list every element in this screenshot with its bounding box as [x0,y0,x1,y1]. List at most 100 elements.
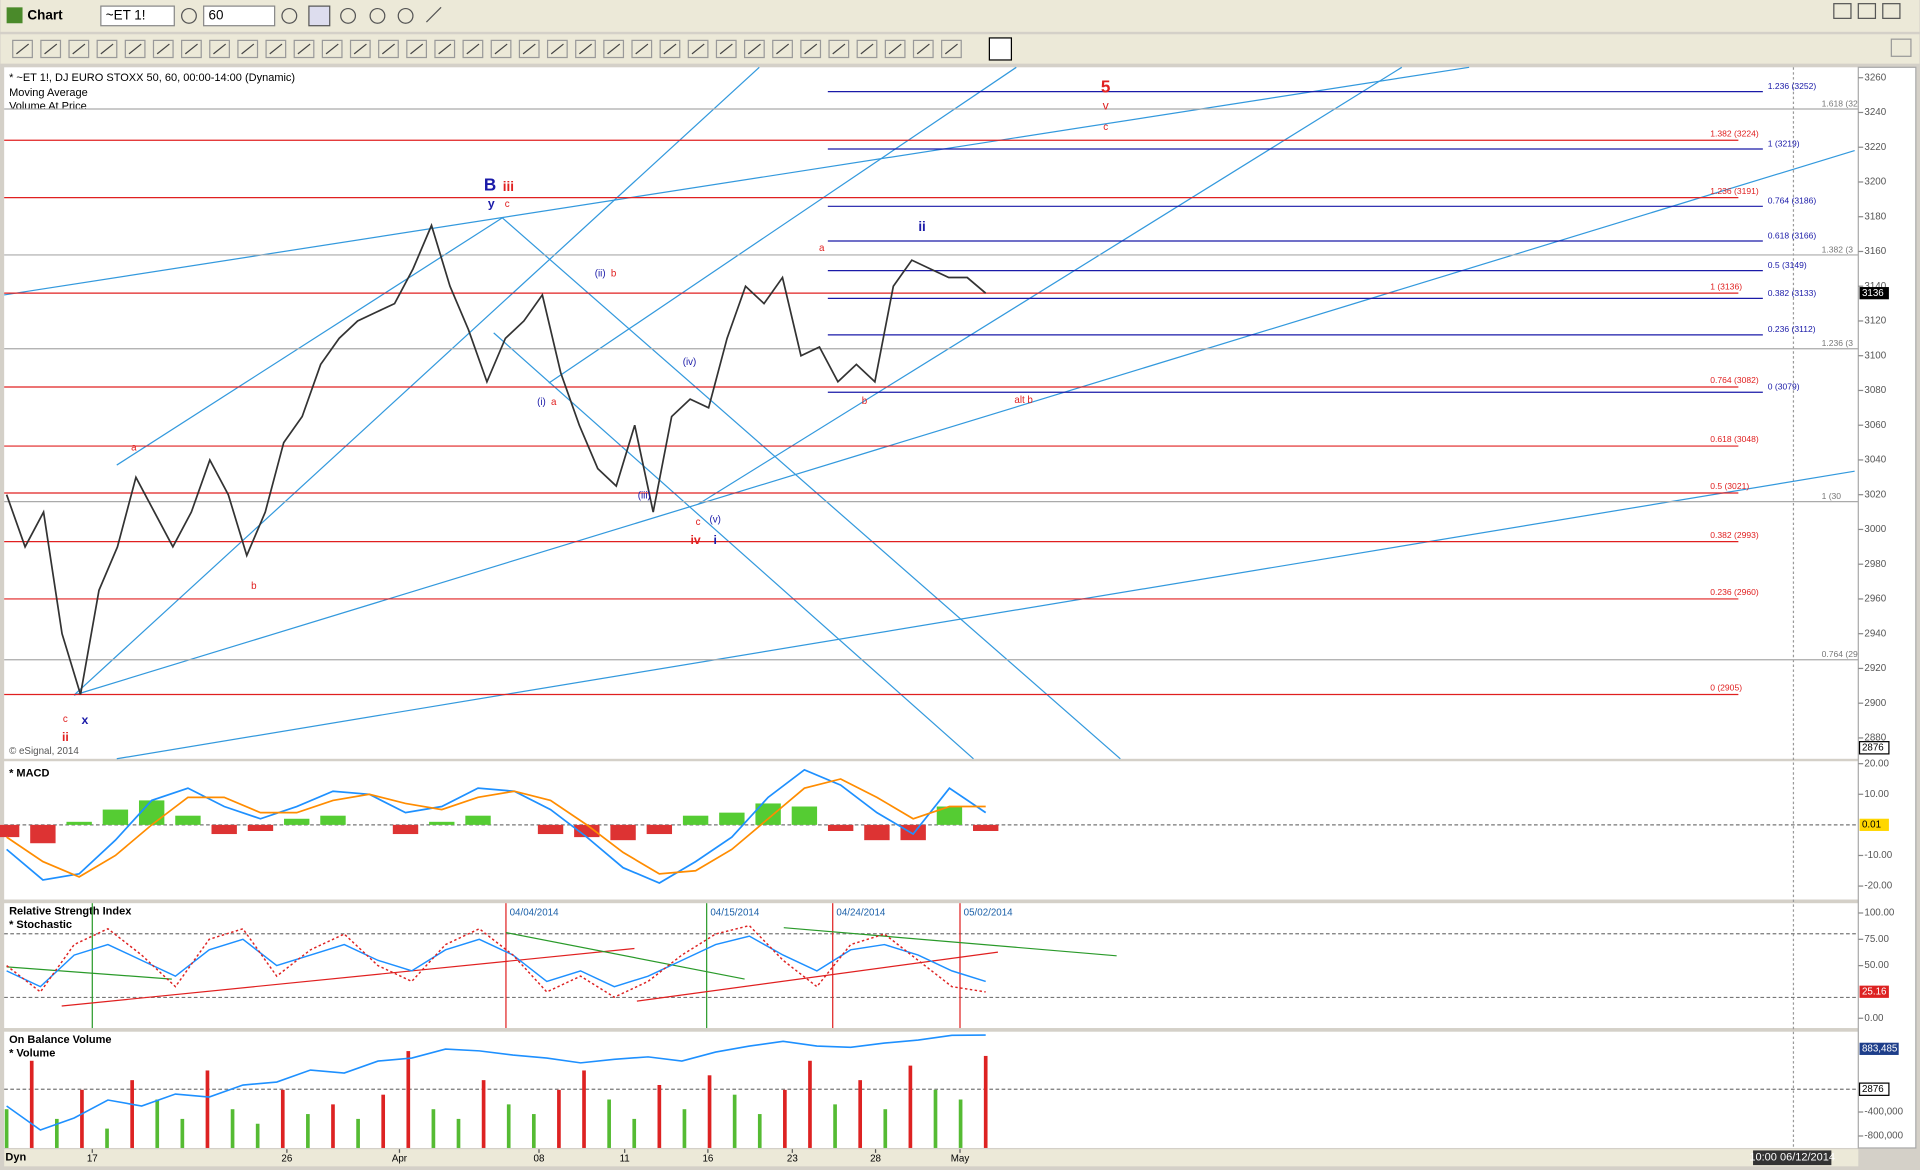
histogram-bar [719,812,745,825]
last-price-box [1859,287,1889,300]
histogram-bar [284,818,310,825]
y-tick-label: 3140 [1864,281,1886,292]
rsi-trend-line [636,951,999,1002]
tool-glyph [438,43,452,55]
symbol-input[interactable] [100,5,175,27]
copyright: © eSignal, 2014 [9,746,79,757]
price-axis [1857,66,1917,1149]
trend-line [493,332,974,760]
tool-button[interactable] [425,6,442,23]
rsi-trend-line [505,931,745,980]
y-tick-label: 2960 [1864,594,1886,605]
obv-line [6,1034,986,1131]
histogram-bar [102,809,129,825]
toolbar-end-button[interactable] [1890,38,1912,57]
fib-label: 0.764 (3082) [1710,375,1759,385]
volume-bar [531,1114,536,1148]
tool-button[interactable] [308,5,331,27]
tool-glyph [325,43,339,55]
wave-label: (iv) [683,357,697,368]
volume-bar [356,1118,360,1148]
volume-bar [431,1109,436,1148]
last-value-label: 883,485 [1862,1043,1898,1054]
y-tick-label: 3080 [1864,385,1886,396]
wave-label: v [1103,99,1110,113]
y-tick-label: -10.00 [1864,850,1892,861]
fib-label: 0.382 (2993) [1710,530,1759,540]
volume-bar [54,1118,59,1148]
tool-glyph [213,43,227,55]
tool-glyph [607,43,621,55]
histogram-bar [827,824,854,831]
tool-glyph [860,43,874,55]
rsi-trend-line [6,966,172,980]
histogram-bar [211,824,237,835]
tool-button[interactable] [397,7,414,24]
y-tick-label: -400,000 [1864,1107,1903,1118]
rsi-trend-line [61,947,635,1007]
tool-glyph [691,43,705,55]
tool-glyph [916,43,930,55]
y-tick-label: 2900 [1864,698,1886,709]
maximize-button[interactable] [1857,3,1877,19]
volume-bar [607,1099,611,1148]
volume-bar [883,1109,888,1148]
tool-glyph [156,43,170,55]
volume-bar [481,1080,486,1148]
app-icon [6,7,23,24]
restore-button[interactable] [1833,3,1852,19]
histogram-bar [138,800,165,825]
tool-button[interactable] [281,7,298,24]
volume-bar [456,1118,461,1148]
symbol-text: ~ET 1! [106,7,146,22]
volume-bar [707,1075,712,1148]
fib-label: 1.382 (3224) [1710,128,1759,138]
histogram-bar [537,824,564,835]
histogram-bar [320,815,346,825]
tool-glyph [663,43,677,55]
fib-label: 1.618 (32 [1822,98,1858,108]
tool-button[interactable] [369,7,386,24]
fib-label: 0.764 (29 [1822,649,1858,659]
time-axis [4,1149,1859,1167]
y-tick-label: 2980 [1864,559,1886,570]
y-tick-label: 3060 [1864,420,1886,431]
histogram-bar [66,821,92,825]
y-tick-label: 3100 [1864,350,1886,361]
last-value-label: 0.01 [1862,819,1881,830]
legend-text: Volume At Price [9,100,87,112]
histogram-bar [175,815,201,825]
fib-label: 0 (2905) [1710,683,1742,693]
tool-glyph [128,43,142,55]
tool-glyph [832,43,846,55]
volume-bar [331,1104,335,1148]
histogram-bar [973,824,999,831]
volume-bar [80,1089,84,1148]
x-tick-label: 16 [702,1154,713,1165]
volume-last-label: 2876 [1862,1084,1884,1095]
y-tick-label: 10.00 [1864,789,1889,800]
interval-input[interactable] [203,5,276,27]
volume-bar [632,1118,637,1148]
volume-bar [105,1128,109,1148]
close-button[interactable] [1882,3,1901,19]
y-tick-label: 3000 [1864,524,1886,535]
tool-glyph [410,43,424,55]
tool-glyph [184,43,198,55]
histogram-bar [610,824,636,841]
volume-last-box [1858,1082,1890,1096]
wave-label: ii [918,219,925,234]
volume-bar [306,1114,310,1148]
fib-label: 1 (3219) [1768,138,1800,148]
tool-button[interactable] [340,7,357,24]
macd-line [6,768,987,884]
volume-bar [381,1094,386,1148]
last-price-label: 3136 [1862,288,1884,299]
histogram-bar [646,824,673,835]
tool-button[interactable] [181,7,197,24]
volume-bar [506,1104,511,1148]
histogram-bar [900,824,926,841]
magnet-button[interactable] [988,37,1013,61]
histogram-bar [429,821,455,825]
wave-label: (i) [537,397,546,408]
